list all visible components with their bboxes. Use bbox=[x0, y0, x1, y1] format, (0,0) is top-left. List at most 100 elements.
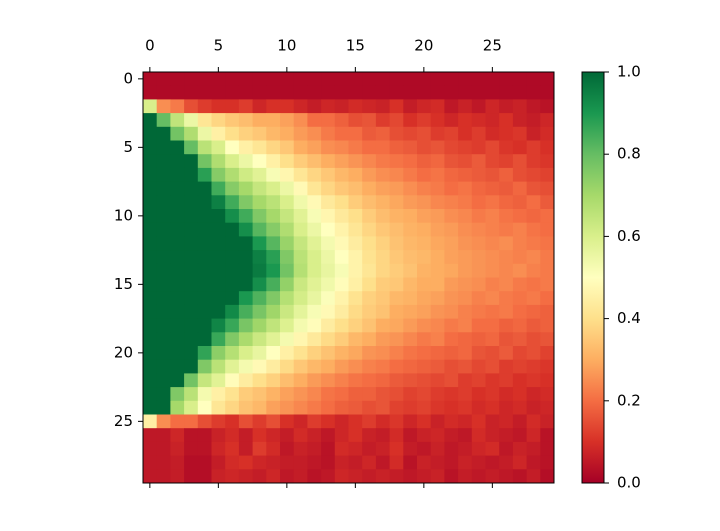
heatmap-cell bbox=[197, 277, 212, 292]
heatmap-cell bbox=[430, 455, 445, 470]
heatmap-cell bbox=[280, 318, 295, 333]
heatmap-cell bbox=[334, 318, 349, 333]
heatmap-cell bbox=[334, 359, 349, 374]
heatmap-cell bbox=[471, 387, 486, 402]
heatmap-cell bbox=[211, 346, 226, 361]
heatmap-cell bbox=[211, 469, 226, 484]
heatmap-cell bbox=[540, 469, 555, 484]
heatmap-cell bbox=[334, 72, 349, 87]
heatmap-cell bbox=[170, 113, 185, 128]
heatmap-cell bbox=[307, 441, 322, 456]
heatmap-cell bbox=[389, 209, 404, 224]
heatmap-cell bbox=[375, 332, 390, 347]
heatmap-cell bbox=[512, 346, 527, 361]
heatmap-cell bbox=[499, 72, 514, 87]
heatmap-cell bbox=[321, 455, 336, 470]
heatmap-cell bbox=[321, 126, 336, 141]
heatmap-cell bbox=[293, 154, 308, 169]
heatmap-cell bbox=[471, 346, 486, 361]
heatmap-cell bbox=[471, 277, 486, 292]
heatmap-cell bbox=[293, 441, 308, 456]
heatmap-cell bbox=[348, 140, 363, 155]
heatmap-cell bbox=[334, 222, 349, 237]
heatmap-cell bbox=[238, 359, 253, 374]
heatmap-cell bbox=[499, 209, 514, 224]
heatmap-cell bbox=[156, 72, 171, 87]
heatmap-cell bbox=[430, 291, 445, 306]
heatmap-cell bbox=[225, 441, 240, 456]
heatmap-cell bbox=[334, 167, 349, 182]
heatmap-cell bbox=[471, 455, 486, 470]
heatmap-cell bbox=[362, 277, 377, 292]
heatmap-cell bbox=[197, 332, 212, 347]
heatmap-cell bbox=[362, 99, 377, 114]
heatmap-cell bbox=[170, 318, 185, 333]
heatmap-cell bbox=[512, 373, 527, 388]
heatmap-cell bbox=[211, 428, 226, 443]
heatmap-cell bbox=[280, 99, 295, 114]
heatmap-cell bbox=[238, 263, 253, 278]
heatmap-cell bbox=[184, 373, 199, 388]
heatmap-cell bbox=[252, 441, 267, 456]
heatmap-cell bbox=[334, 181, 349, 196]
heatmap-cell bbox=[526, 263, 541, 278]
heatmap-cell bbox=[184, 140, 199, 155]
heatmap-cell bbox=[444, 455, 459, 470]
heatmap-cell bbox=[184, 72, 199, 87]
heatmap-cell bbox=[417, 236, 432, 251]
heatmap-cell bbox=[238, 291, 253, 306]
heatmap-cell bbox=[252, 400, 267, 415]
heatmap-cell bbox=[184, 318, 199, 333]
heatmap-cell bbox=[362, 236, 377, 251]
heatmap-cell bbox=[225, 414, 240, 429]
heatmap-cell bbox=[293, 209, 308, 224]
heatmap-cell bbox=[307, 222, 322, 237]
heatmap-cell bbox=[238, 167, 253, 182]
heatmap-cell bbox=[444, 140, 459, 155]
heatmap-cell bbox=[444, 277, 459, 292]
heatmap-cell bbox=[184, 304, 199, 319]
heatmap-cell bbox=[211, 318, 226, 333]
heatmap-cell bbox=[499, 222, 514, 237]
heatmap-cell bbox=[280, 236, 295, 251]
colorbar-tick-label: 0.0 bbox=[617, 474, 641, 492]
heatmap-cell bbox=[143, 154, 158, 169]
heatmap-cell bbox=[321, 387, 336, 402]
heatmap-cell bbox=[512, 332, 527, 347]
heatmap-cell bbox=[375, 154, 390, 169]
heatmap-cell bbox=[156, 332, 171, 347]
heatmap-cell bbox=[143, 263, 158, 278]
heatmap-cell bbox=[389, 85, 404, 100]
heatmap-cell bbox=[485, 469, 500, 484]
heatmap-cell bbox=[170, 195, 185, 210]
heatmap-cell bbox=[211, 332, 226, 347]
heatmap-cell bbox=[471, 332, 486, 347]
heatmap-cell bbox=[170, 291, 185, 306]
heatmap-cell bbox=[540, 222, 555, 237]
heatmap-cell bbox=[375, 428, 390, 443]
heatmap-cell bbox=[348, 99, 363, 114]
heatmap-cell bbox=[225, 85, 240, 100]
heatmap-cell bbox=[499, 414, 514, 429]
heatmap-cell bbox=[143, 181, 158, 196]
heatmap-cell bbox=[540, 318, 555, 333]
heatmap-cell bbox=[184, 469, 199, 484]
heatmap-cell bbox=[430, 181, 445, 196]
heatmap-cell bbox=[170, 469, 185, 484]
heatmap-cell bbox=[430, 85, 445, 100]
heatmap-cell bbox=[499, 85, 514, 100]
heatmap-cell bbox=[143, 126, 158, 141]
heatmap-cell bbox=[375, 414, 390, 429]
heatmap-cell bbox=[444, 263, 459, 278]
heatmap-cell bbox=[197, 222, 212, 237]
heatmap-cell bbox=[362, 400, 377, 415]
heatmap-cell bbox=[321, 373, 336, 388]
heatmap-cell bbox=[375, 209, 390, 224]
heatmap-cell bbox=[444, 195, 459, 210]
heatmap-cell bbox=[458, 428, 473, 443]
heatmap-cell bbox=[156, 113, 171, 128]
heatmap-cell bbox=[293, 291, 308, 306]
heatmap-cell bbox=[238, 236, 253, 251]
heatmap-cell bbox=[389, 373, 404, 388]
heatmap-cell bbox=[156, 428, 171, 443]
